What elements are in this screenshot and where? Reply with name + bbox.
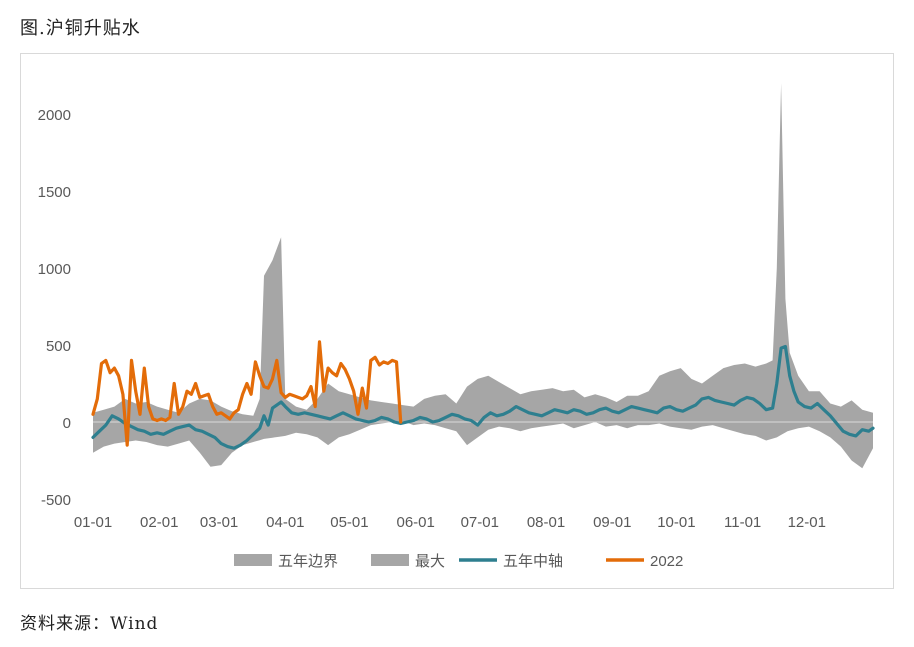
legend-label: 五年中轴 [503,553,563,570]
x-axis: 01-01 02-01 03-01 04-01 05-01 06-01 07-01 08-01… [74,514,826,531]
x-tick-label: 10-01 [657,514,695,531]
x-tick-label: 07-01 [461,514,499,531]
x-tick-label: 08-01 [527,514,565,531]
x-tick-label: 01-01 [74,514,112,531]
band-area [93,83,873,469]
x-tick-label: 03-01 [200,514,238,531]
x-tick-label: 12-01 [788,514,826,531]
y-tick-label: -500 [41,492,71,509]
x-tick-label: 11-01 [724,514,761,531]
legend-label: 最大 [415,553,445,570]
chart-svg: -500 0 500 1000 1500 2000 01-01 02-01 03-01 04-0… [38,83,875,570]
y-tick-label: 1000 [38,261,71,278]
x-tick-label: 09-01 [593,514,631,531]
y-tick-label: 500 [46,338,71,355]
legend-label: 2022 [650,553,683,570]
x-tick-label: 06-01 [396,514,434,531]
x-tick-label: 05-01 [330,514,368,531]
legend-swatch [371,554,409,566]
figure-title: 图.沪铜升贴水 [20,18,141,39]
line-layer [91,340,875,450]
x-tick-label: 02-01 [140,514,178,531]
y-tick-label: 1500 [38,184,71,201]
series-line-median [91,344,875,450]
chart-frame: -500 0 500 1000 1500 2000 01-01 02-01 03-01 04-0… [20,53,894,589]
y-tick-label: 0 [63,415,71,432]
legend-label: 五年边界 [278,553,338,570]
series-line-2022 [91,340,403,447]
y-tick-label: 2000 [38,107,71,124]
legend-swatch [234,554,272,566]
band-layer [93,83,873,469]
y-axis: -500 0 500 1000 1500 2000 [38,107,71,509]
x-tick-label: 04-01 [266,514,304,531]
legend: 五年边界 最大 五年中轴 2022 [234,553,683,570]
source-note: 资料来源：Wind [20,614,159,634]
